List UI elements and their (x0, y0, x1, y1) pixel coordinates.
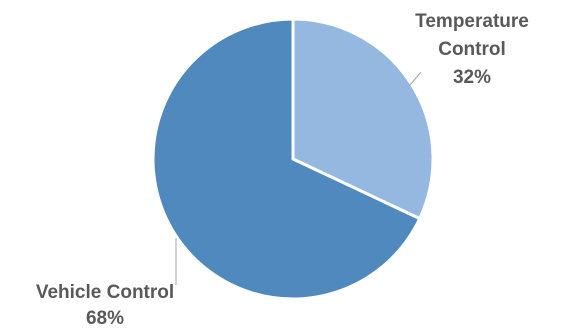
data-label-text: Control (438, 39, 506, 60)
data-label-text: Vehicle Control (36, 282, 174, 303)
pie-slices (151, 17, 435, 301)
leader-line-temperature-control (409, 71, 422, 86)
pie-slice-vehicle-control (151, 17, 422, 301)
data-label-percent: 68% (86, 308, 124, 329)
data-label-percent: 32% (453, 67, 491, 88)
data-label-temperature-control: Temperature Control 32% (415, 11, 529, 88)
data-label-vehicle-control: Vehicle Control 68% (36, 282, 174, 329)
data-label-text: Temperature (415, 11, 529, 32)
